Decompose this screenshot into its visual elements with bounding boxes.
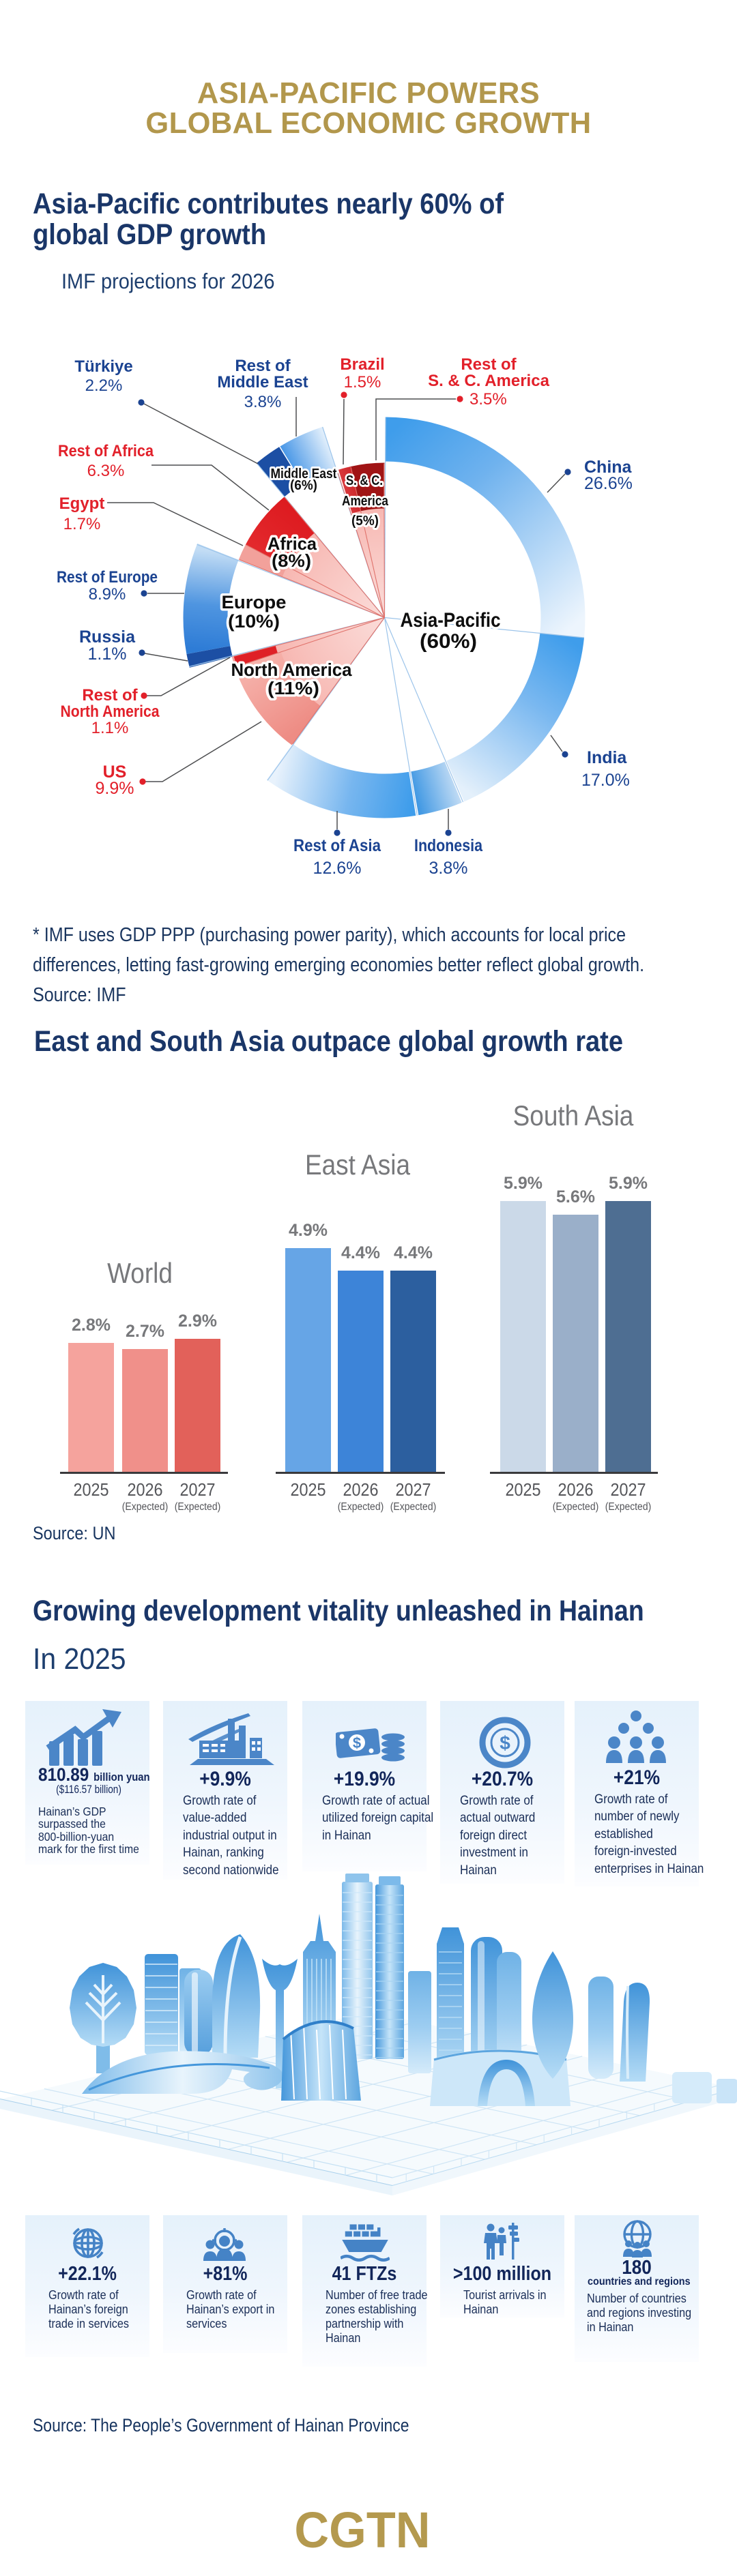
svg-text:Russia: Russia <box>79 627 136 647</box>
svg-text:6.3%: 6.3% <box>87 462 125 480</box>
svg-text:8.9%: 8.9% <box>89 585 126 604</box>
svg-text:US: US <box>103 763 127 782</box>
svg-text:$: $ <box>500 1732 510 1753</box>
svg-text:North America: North America <box>231 661 353 680</box>
svg-text:S. & C.: S. & C. <box>346 473 383 488</box>
svg-text:Rest of Europe: Rest of Europe <box>57 568 158 587</box>
svg-text:India: India <box>587 748 627 767</box>
svg-text:Middle East: Middle East <box>217 373 308 391</box>
svg-text:Türkiye: Türkiye <box>74 357 132 376</box>
svg-text:Brazil: Brazil <box>340 355 384 374</box>
svg-text:(60%): (60%) <box>420 630 477 653</box>
svg-text:9.9%: 9.9% <box>96 779 134 798</box>
svg-text:Rest of: Rest of <box>235 357 291 375</box>
svg-text:$: $ <box>353 1734 361 1751</box>
svg-text:1.1%: 1.1% <box>91 719 129 737</box>
svg-text:17.0%: 17.0% <box>581 771 630 790</box>
svg-text:North America: North America <box>61 702 160 721</box>
svg-text:1.5%: 1.5% <box>344 373 381 391</box>
svg-text:3.8%: 3.8% <box>429 859 468 878</box>
svg-text:Rest of: Rest of <box>461 355 517 374</box>
svg-text:(5%): (5%) <box>351 514 379 529</box>
svg-text:3.8%: 3.8% <box>244 393 282 411</box>
svg-text:Middle East: Middle East <box>271 467 337 482</box>
svg-text:26.6%: 26.6% <box>584 474 633 493</box>
svg-text:3.5%: 3.5% <box>469 390 507 409</box>
svg-text:Africa: Africa <box>268 533 317 554</box>
svg-text:Rest of Asia: Rest of Asia <box>293 836 381 855</box>
svg-text:2.2%: 2.2% <box>85 376 123 395</box>
svg-text:(11%): (11%) <box>268 679 319 698</box>
svg-text:S. & C. America: S. & C. America <box>428 372 549 390</box>
svg-text:Rest of: Rest of <box>82 686 138 705</box>
svg-text:(6%): (6%) <box>290 478 317 493</box>
svg-text:Rest of Africa: Rest of Africa <box>58 442 154 460</box>
svg-text:Indonesia: Indonesia <box>414 836 483 855</box>
svg-text:(8%): (8%) <box>272 550 311 571</box>
svg-text:12.6%: 12.6% <box>313 859 362 878</box>
svg-text:1.1%: 1.1% <box>88 645 127 664</box>
svg-text:(10%): (10%) <box>228 611 280 632</box>
svg-text:China: China <box>584 458 633 477</box>
svg-text:Egypt: Egypt <box>59 494 105 513</box>
svg-text:America: America <box>342 494 389 509</box>
svg-text:1.7%: 1.7% <box>63 515 101 533</box>
svg-text:Europe: Europe <box>222 592 287 612</box>
svg-text:Asia-Pacific: Asia-Pacific <box>401 609 501 632</box>
